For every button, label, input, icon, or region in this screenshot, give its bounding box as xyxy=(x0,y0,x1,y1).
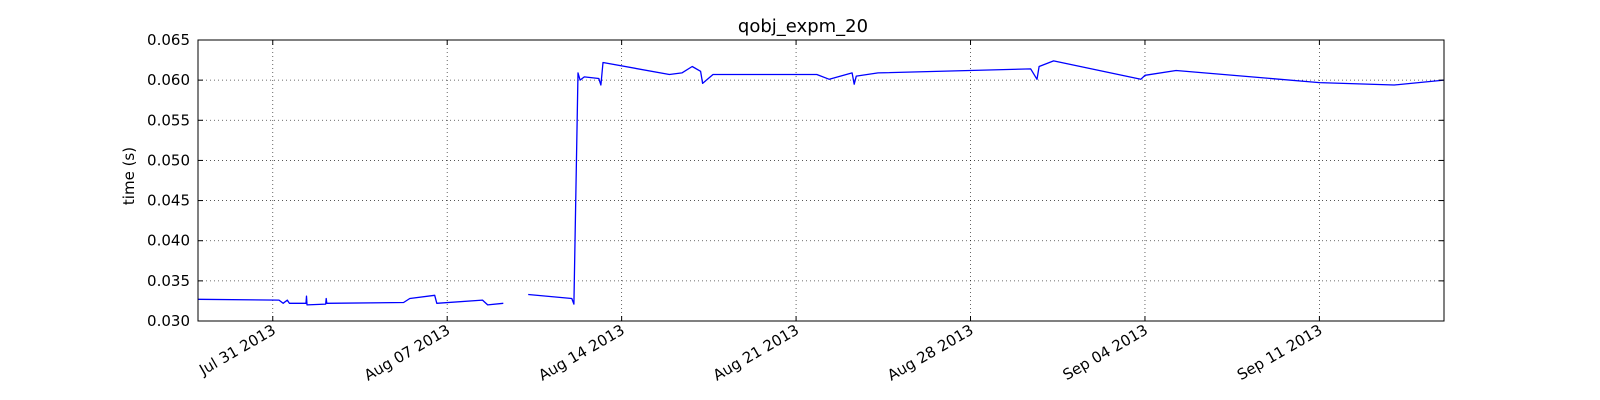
y-axis-ticks: 0.030 0.035 0.040 0.045 0.050 0.055 0.060 0.065 xyxy=(147,31,1444,330)
x-tick-label: Aug 28 2013 xyxy=(884,321,976,385)
y-tick-label: 0.030 xyxy=(147,312,190,330)
x-tick-label: Sep 11 2013 xyxy=(1234,321,1325,384)
x-tick-label: Sep 04 2013 xyxy=(1060,321,1151,384)
x-tick-label: Jul 31 2013 xyxy=(195,321,278,380)
x-tick-label: Aug 21 2013 xyxy=(710,321,802,385)
y-tick-label: 0.060 xyxy=(147,71,190,89)
series-line-segment xyxy=(197,294,504,306)
plot-frame xyxy=(197,39,1445,322)
y-tick-label: 0.035 xyxy=(147,272,190,290)
grid-lines xyxy=(198,40,1444,321)
y-tick-label: 0.045 xyxy=(147,192,190,210)
chart-title: qobj_expm_20 xyxy=(738,16,868,37)
x-tick-label: Aug 14 2013 xyxy=(535,321,627,385)
y-tick-label: 0.040 xyxy=(147,232,190,250)
y-tick-label: 0.050 xyxy=(147,151,190,169)
x-axis-ticks: Jul 31 2013 Aug 07 2013 Aug 14 2013 Aug 21 … xyxy=(195,40,1325,385)
y-tick-label: 0.055 xyxy=(147,111,190,129)
series-lines xyxy=(197,60,1445,306)
y-tick-label: 0.065 xyxy=(147,31,190,49)
x-tick-label: Aug 07 2013 xyxy=(361,321,453,385)
y-axis-label: time (s) xyxy=(120,147,138,205)
series-line-segment xyxy=(528,60,1445,305)
